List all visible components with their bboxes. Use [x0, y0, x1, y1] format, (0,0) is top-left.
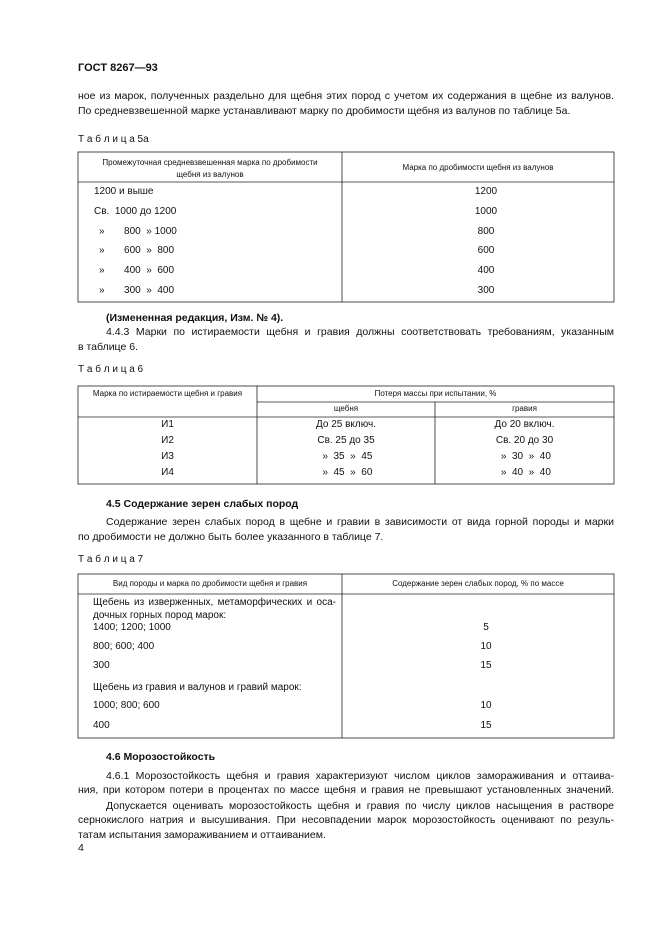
table-cell: 1000 [474, 206, 498, 217]
table-border [77, 385, 615, 485]
text-line: По средневзвешенной марке устанавливают … [78, 105, 571, 117]
table-border [77, 573, 615, 739]
table-cell: 300 [477, 285, 495, 296]
text-line: 4.6.1 Морозостойкость щебня и гравия хар… [106, 770, 614, 782]
text-line: ния, при котором потери в процентах по м… [78, 784, 614, 796]
table-cell: » 40 » 40 [498, 467, 551, 478]
table-cell: И2 [161, 435, 174, 446]
table-group: Щебень из гравия и валунов и гравий маро… [93, 682, 302, 693]
table-cell: Св. 1000 до 1200 [94, 206, 177, 217]
section-heading: 4.6 Морозостойкость [106, 751, 216, 763]
table-header: щебня из валунов [176, 170, 244, 179]
text-line: 4.4.3 Марки по истираемости щебня и грав… [106, 326, 614, 338]
table-cell: 400 [93, 720, 110, 731]
table-cell: И1 [161, 419, 174, 430]
table-caption: Т а б л и ц а 5а [78, 134, 149, 145]
table-header: Потеря массы при испытании, % [374, 389, 497, 398]
table-cell: 400 [477, 265, 495, 276]
table-cell: 800 [477, 226, 495, 237]
table-cell: 15 [480, 660, 492, 671]
table-group: дочных горных пород марок: [93, 610, 227, 621]
text-line: в таблице 6. [78, 341, 138, 353]
table-header: Марка по истираемости щебня и гравия [92, 389, 243, 398]
table-cell: 1400; 1200; 1000 [93, 622, 171, 633]
table-cell: 10 [480, 700, 492, 711]
table-cell: 10 [480, 641, 492, 652]
section-heading: 4.5 Содержание зерен слабых пород [106, 498, 299, 510]
table-header: гравия [512, 404, 537, 413]
text-line: по дробимости не должно быть более указа… [78, 531, 384, 543]
table-caption: Т а б л и ц а 7 [78, 554, 144, 565]
table-cell: » 600 » 800 [99, 245, 175, 256]
amendment-note: (Измененная редакция, Изм. № 4). [106, 312, 284, 324]
table-cell: До 25 включ. [315, 419, 377, 430]
table-cell: 1200 и выше [94, 186, 154, 197]
table-cell: И3 [161, 451, 174, 462]
table-cell: 5 [483, 622, 489, 633]
table-caption: Т а б л и ц а 6 [78, 364, 144, 375]
table-cell: » 45 » 60 [319, 467, 373, 478]
text-line: Содержание зерен слабых пород в щебне и … [106, 516, 614, 528]
table-border [77, 151, 615, 303]
table-cell: 600 [477, 245, 495, 256]
table-cell: Св. 20 до 30 [495, 435, 554, 446]
text-line: сернокислого натрия и высушивания. При н… [78, 814, 614, 826]
table-header: Вид породы и марка по дробимости щебня и… [112, 579, 308, 588]
table-header: Марка по дробимости щебня из валунов [402, 163, 554, 172]
table-cell: » 30 » 40 [498, 451, 551, 462]
table-cell: » 300 » 400 [99, 285, 175, 296]
table-header: Содержание зерен слабых пород, % по масс… [392, 579, 564, 588]
text-line: татам испытания замораживанием и оттаива… [78, 829, 326, 841]
page-number: 4 [78, 842, 84, 854]
table-cell: До 20 включ. [494, 419, 555, 430]
text-line: ное из марок, полученных раздельно для щ… [78, 90, 614, 102]
table-cell: » 35 » 45 [319, 451, 373, 462]
text-line: Допускается оценивать морозостойкость ще… [106, 800, 614, 812]
table-cell: И4 [161, 467, 174, 478]
table-header: щебня [333, 404, 359, 413]
table-cell: 1000; 800; 600 [93, 700, 160, 711]
table-header: Промежуточная средневзвешенная марка по … [102, 158, 318, 167]
table-cell: 800; 600; 400 [93, 641, 155, 652]
table-cell: 1200 [474, 186, 498, 197]
table-cell: » 800 » 1000 [99, 226, 177, 237]
table-cell: » 400 » 600 [99, 265, 175, 276]
table-cell: 15 [480, 720, 492, 731]
table-cell: 300 [93, 660, 110, 671]
table-cell: Св. 25 до 35 [317, 435, 375, 446]
doc-header: ГОСТ 8267—93 [78, 62, 158, 74]
table-group: Щебень из изверженных, метаморфических и… [93, 597, 336, 608]
